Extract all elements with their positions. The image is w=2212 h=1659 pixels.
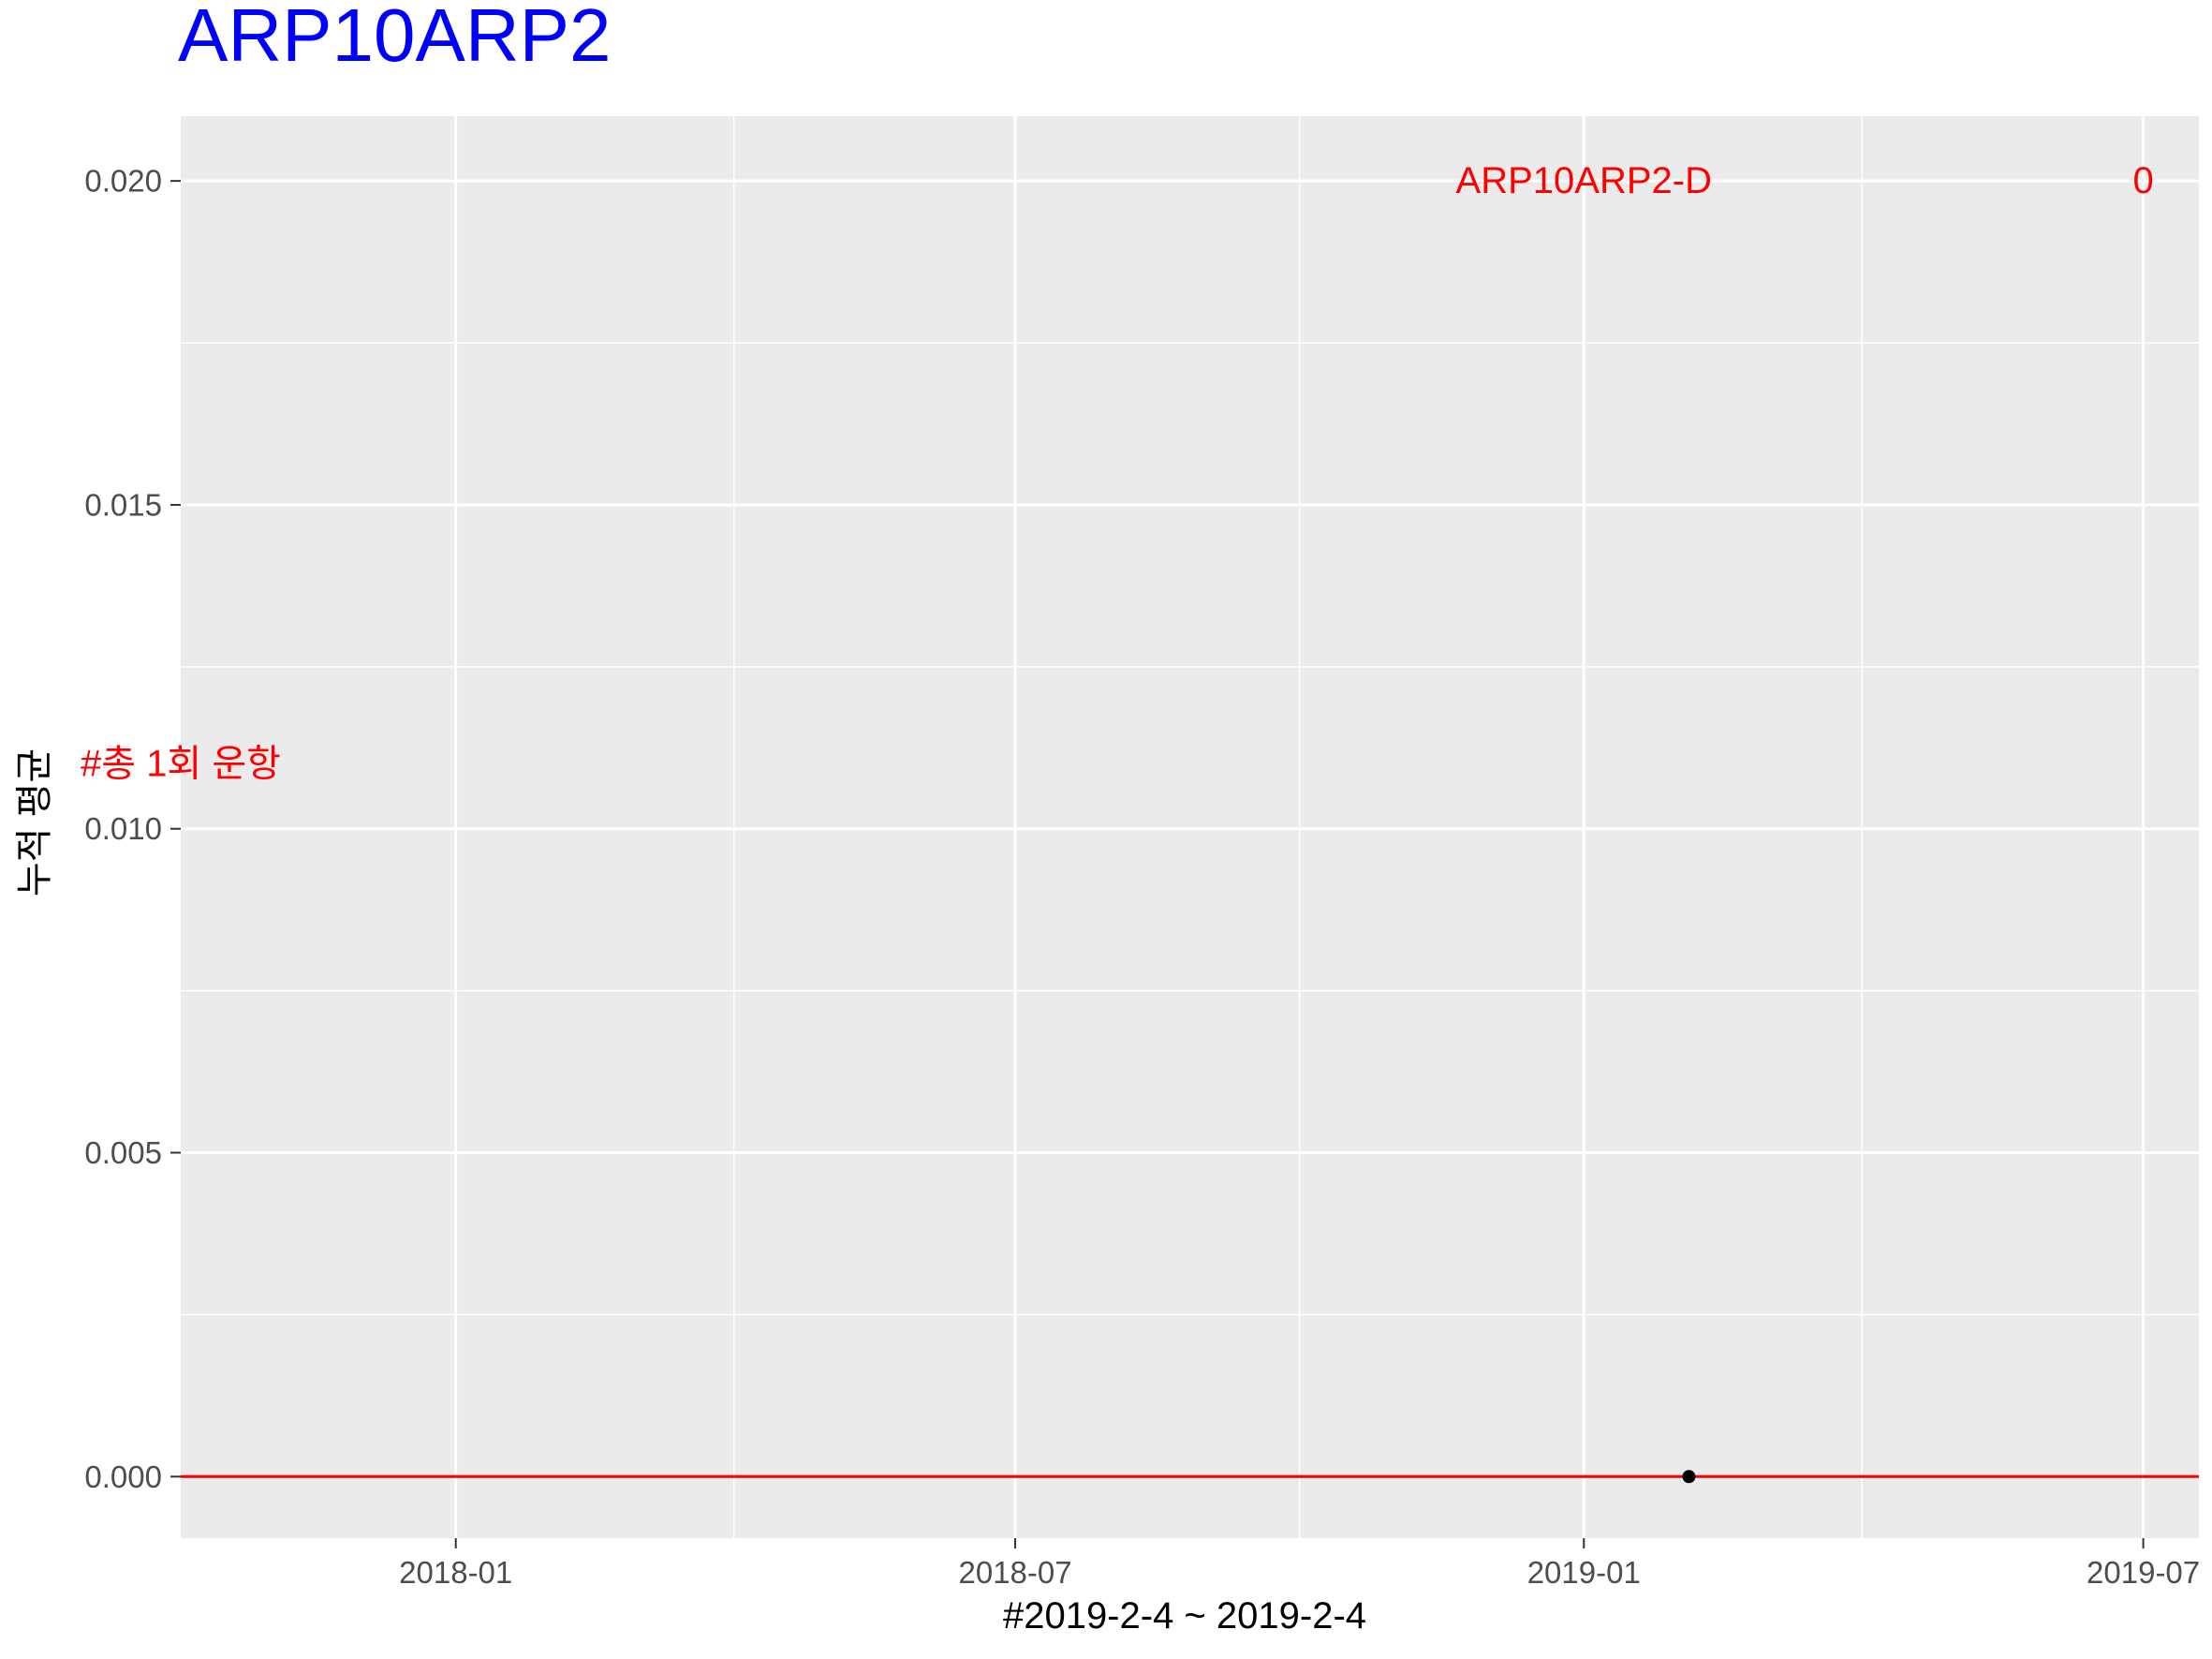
annotation-label: 0: [2132, 160, 2153, 201]
y-axis-title: 누적 평균: [14, 748, 55, 896]
y-tick-label: 0.000: [84, 1459, 162, 1494]
x-axis-title: #2019-2-4 ~ 2019-2-4: [1003, 1595, 1366, 1637]
y-tick-label: 0.010: [84, 811, 162, 846]
y-tick-label: 0.020: [84, 164, 162, 199]
annotations: ARP10ARP2-D 0 #총 1회 운항: [81, 160, 2154, 784]
minor-gridlines: [170, 116, 2199, 1538]
plot-panel: [181, 116, 2199, 1538]
y-tick-label: 0.005: [84, 1135, 162, 1170]
x-tick-label: 2018-07: [958, 1555, 1071, 1590]
chart-title: ARP10ARP2: [178, 0, 611, 77]
y-axis: 0.000 0.005 0.010 0.015 0.020: [84, 164, 181, 1494]
x-tick-label: 2019-01: [1527, 1555, 1641, 1590]
x-axis: 2018-01 2018-07 2019-01 2019-07: [399, 1538, 2200, 1590]
x-tick-label: 2018-01: [399, 1555, 512, 1590]
x-tick-label: 2019-07: [2087, 1555, 2200, 1590]
y-tick-label: 0.015: [84, 487, 162, 522]
data-points: [1682, 1470, 1696, 1484]
annotation-label: ARP10ARP2-D: [1456, 160, 1712, 201]
annotation-label: #총 1회 운항: [81, 744, 281, 785]
data-point: [1682, 1470, 1696, 1484]
